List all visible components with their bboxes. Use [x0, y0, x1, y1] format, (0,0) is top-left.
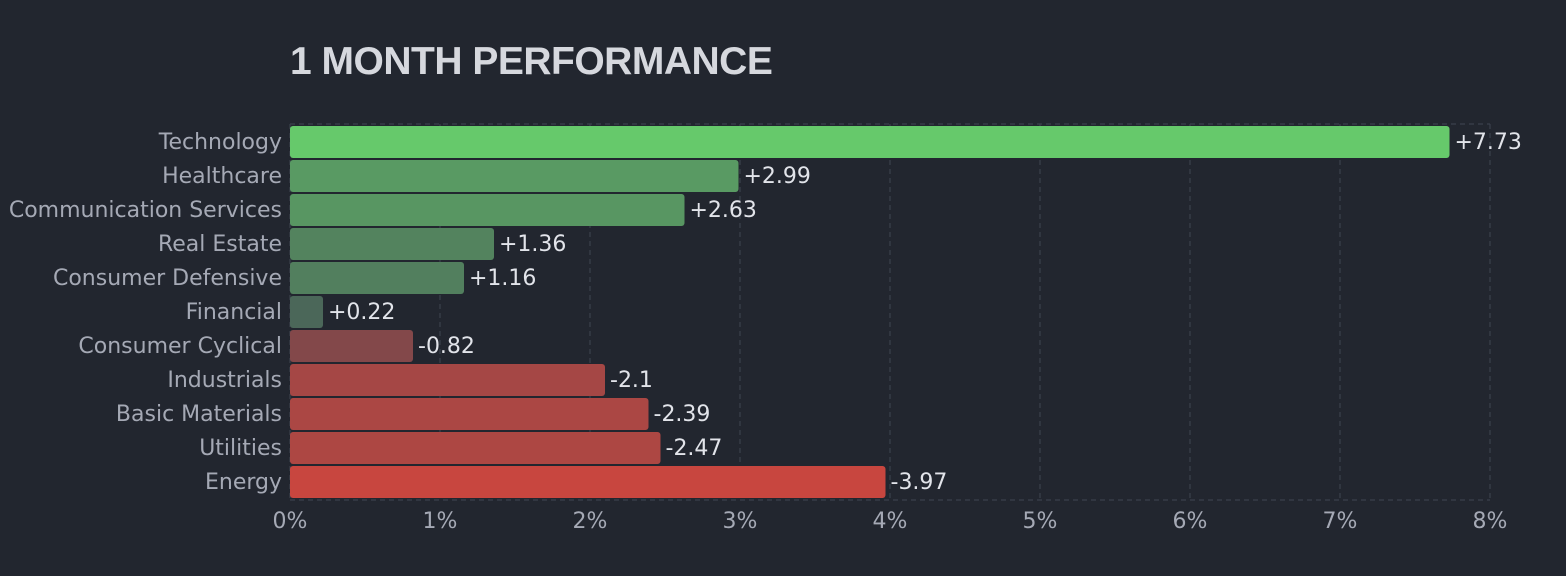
x-tick-label-6: 6%	[1173, 509, 1208, 534]
value-label-4: +1.16	[469, 266, 536, 291]
category-label-7: Industrials	[167, 368, 282, 393]
value-label-9: -2.47	[666, 436, 723, 461]
bar-9	[290, 432, 661, 464]
category-label-5: Financial	[186, 300, 282, 325]
bar-3	[290, 228, 494, 260]
x-tick-label-7: 7%	[1323, 509, 1358, 534]
value-label-3: +1.36	[499, 232, 566, 257]
bar-0	[290, 126, 1450, 158]
bar-7	[290, 364, 605, 396]
category-label-9: Utilities	[199, 436, 282, 461]
x-tick-label-2: 2%	[573, 509, 608, 534]
x-tick-label-5: 5%	[1023, 509, 1058, 534]
category-label-3: Real Estate	[158, 232, 282, 257]
bar-6	[290, 330, 413, 362]
category-label-0: Technology	[158, 130, 282, 155]
x-tick-label-4: 4%	[873, 509, 908, 534]
x-tick-label-0: 0%	[273, 509, 308, 534]
value-label-5: +0.22	[328, 300, 395, 325]
bar-2	[290, 194, 685, 226]
bar-1	[290, 160, 739, 192]
bar-10	[290, 466, 886, 498]
x-tick-label-8: 8%	[1473, 509, 1508, 534]
chart-title: 1 MONTH PERFORMANCE	[290, 40, 773, 83]
value-label-7: -2.1	[610, 368, 653, 393]
x-tick-label-3: 3%	[723, 509, 758, 534]
value-label-0: +7.73	[1455, 130, 1522, 155]
value-label-8: -2.39	[654, 402, 711, 427]
value-label-6: -0.82	[418, 334, 475, 359]
category-label-4: Consumer Defensive	[53, 266, 282, 291]
x-tick-label-1: 1%	[423, 509, 458, 534]
category-label-2: Communication Services	[9, 198, 282, 223]
category-label-1: Healthcare	[162, 164, 282, 189]
category-label-6: Consumer Cyclical	[78, 334, 282, 359]
bar-8	[290, 398, 649, 430]
category-label-8: Basic Materials	[116, 402, 282, 427]
value-label-10: -3.97	[891, 470, 948, 495]
value-label-2: +2.63	[690, 198, 757, 223]
bar-4	[290, 262, 464, 294]
bar-5	[290, 296, 323, 328]
value-label-1: +2.99	[744, 164, 811, 189]
category-label-10: Energy	[205, 470, 282, 495]
